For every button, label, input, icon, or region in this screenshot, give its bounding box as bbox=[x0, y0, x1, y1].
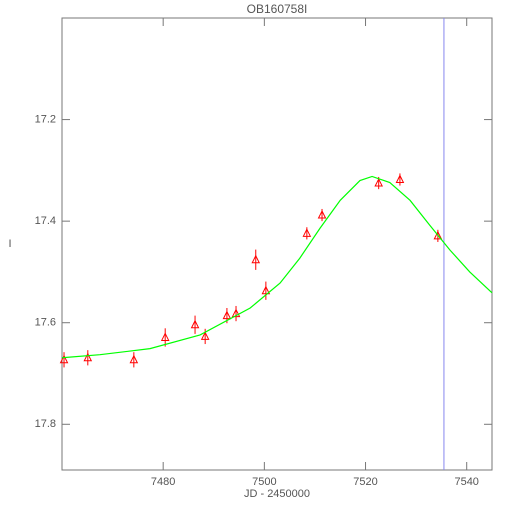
x-tick-label: 7500 bbox=[252, 476, 276, 488]
chart-title: OB160758I bbox=[247, 2, 308, 16]
marker bbox=[395, 174, 405, 184]
plot-frame bbox=[61, 17, 493, 471]
marker bbox=[433, 230, 443, 240]
data-point bbox=[160, 328, 170, 347]
x-tick-label: 7480 bbox=[151, 476, 175, 488]
data-point bbox=[59, 352, 69, 368]
y-tick-label: 17.4 bbox=[35, 215, 56, 227]
data-point bbox=[190, 315, 200, 334]
data-point bbox=[261, 281, 271, 300]
marker bbox=[160, 332, 170, 341]
data-point bbox=[302, 227, 312, 240]
marker bbox=[251, 254, 261, 264]
data-point bbox=[129, 352, 139, 368]
marker bbox=[261, 285, 271, 295]
x-tick-label: 7540 bbox=[454, 476, 478, 488]
data-point bbox=[251, 249, 261, 270]
data-point bbox=[317, 208, 327, 222]
marker bbox=[83, 352, 93, 362]
model-curve bbox=[61, 175, 493, 359]
marker bbox=[200, 331, 210, 340]
data-point bbox=[83, 350, 93, 366]
marker bbox=[222, 310, 232, 320]
data-point bbox=[231, 305, 241, 322]
marker bbox=[231, 308, 241, 318]
marker bbox=[317, 209, 327, 219]
data-point bbox=[200, 328, 210, 345]
y-tick-label: 17.2 bbox=[35, 113, 56, 125]
marker bbox=[374, 177, 383, 187]
x-axis-label: JD - 2450000 bbox=[244, 488, 310, 500]
marker bbox=[129, 354, 139, 364]
x-tick-label: 7520 bbox=[353, 476, 377, 488]
marker bbox=[59, 354, 69, 364]
marker bbox=[302, 228, 312, 237]
y-axis-label: I bbox=[8, 238, 11, 250]
data-point bbox=[395, 173, 405, 186]
y-tick-label: 17.8 bbox=[35, 418, 56, 430]
y-tick-label: 17.6 bbox=[35, 317, 56, 329]
marker bbox=[190, 319, 200, 329]
